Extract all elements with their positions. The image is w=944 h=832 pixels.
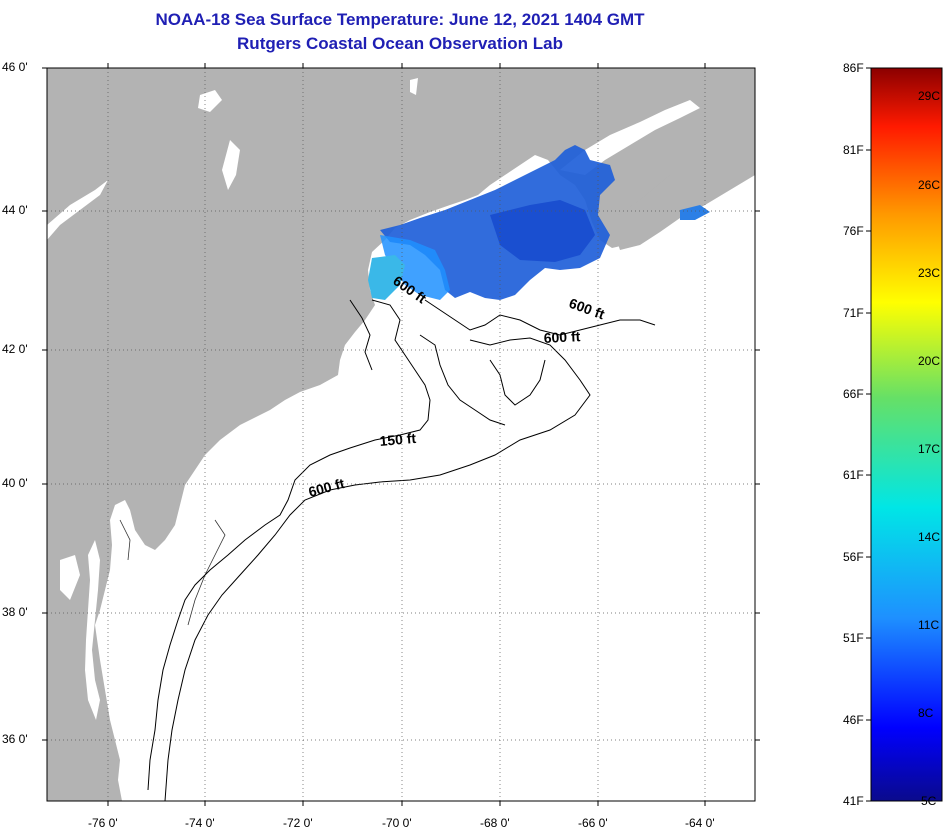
cb-c-29: 29C: [918, 89, 941, 103]
bay-of-fundy: [560, 100, 700, 175]
cb-c-14: 14C: [918, 530, 941, 544]
lon-label-64: -64 0': [685, 816, 715, 830]
contour-label-150ft: 150 ft: [379, 430, 417, 449]
map-subtitle: Rutgers Coastal Ocean Observation Lab: [237, 34, 563, 53]
cb-c-26: 26C: [918, 178, 941, 192]
chesapeake-bay: [85, 540, 100, 720]
lat-label-36: 36 0': [2, 732, 28, 746]
cb-c-8: 8C: [918, 706, 934, 720]
tick-marks: [42, 63, 760, 806]
cb-f-51: 51F: [843, 631, 864, 645]
lon-label-76: -76 0': [88, 816, 118, 830]
lon-label-70: -70 0': [382, 816, 412, 830]
colorbar-ticks: [866, 67, 871, 802]
contour-label-600ft-3: 600 ft: [543, 328, 581, 346]
lon-label-74: -74 0': [185, 816, 215, 830]
lat-label-44: 44 0': [2, 203, 28, 217]
cb-f-76: 76F: [843, 224, 864, 238]
map-title: NOAA-18 Sea Surface Temperature: June 12…: [155, 10, 645, 29]
cb-f-56: 56F: [843, 550, 864, 564]
lon-label-72: -72 0': [283, 816, 313, 830]
cb-c-20: 20C: [918, 354, 941, 368]
cb-c-11: 11C: [918, 618, 940, 632]
lon-label-66: -66 0': [578, 816, 608, 830]
cb-c-17: 17C: [918, 442, 941, 456]
cb-f-71: 71F: [843, 306, 864, 320]
cb-f-46: 46F: [843, 713, 864, 727]
cb-c-5: 5C: [921, 794, 937, 808]
cb-f-61: 61F: [843, 468, 864, 482]
cb-f-66: 66F: [843, 387, 864, 401]
lon-label-68: -68 0': [480, 816, 510, 830]
cb-f-81: 81F: [843, 143, 864, 157]
landmass: [47, 68, 755, 801]
lat-label-46: 46 0': [2, 60, 28, 74]
cb-f-86: 86F: [843, 61, 864, 75]
cb-c-23: 23C: [918, 266, 941, 280]
lat-label-42: 42 0': [2, 342, 28, 356]
cb-f-41: 41F: [843, 794, 864, 808]
nova-scotia: [610, 140, 755, 250]
lat-label-40: 40 0': [2, 476, 28, 490]
plot-frame: [46, 67, 756, 802]
lat-label-38: 38 0': [2, 605, 28, 619]
colorbar: [870, 67, 943, 802]
